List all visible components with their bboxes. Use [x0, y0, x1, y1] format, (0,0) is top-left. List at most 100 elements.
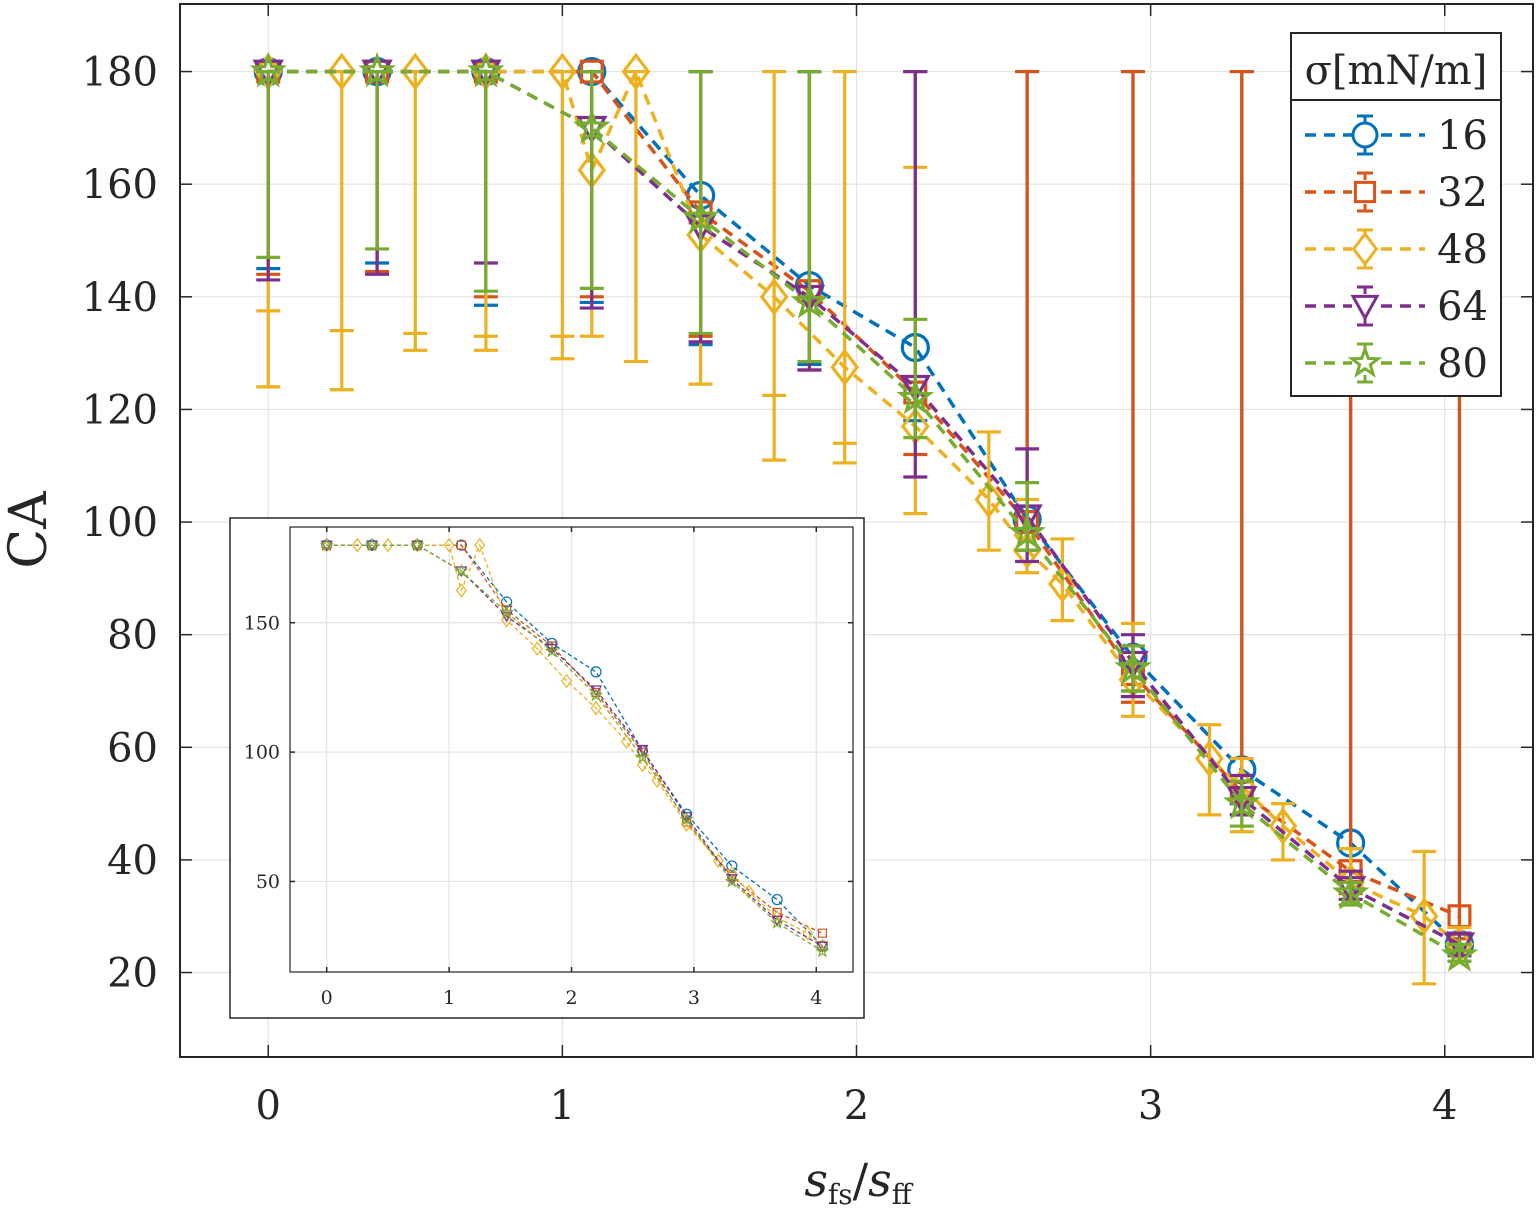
legend-entry-64: 64: [1305, 284, 1488, 330]
inset-chart: 0 1 2 3 4 50 100 150: [229, 517, 865, 1019]
main-point-48: [759, 277, 789, 316]
legend-label-16: 16: [1437, 113, 1488, 159]
inset-point-80: [544, 643, 560, 658]
main-y-tick-label: 120: [82, 387, 158, 433]
main-point-80: [1440, 935, 1479, 972]
inset-series-80: [319, 537, 830, 958]
main-x-tick-label: 4: [1432, 1083, 1457, 1129]
inset-point-80: [588, 687, 604, 702]
legend-label-80: 80: [1437, 341, 1488, 387]
main-point-48: [621, 52, 651, 91]
main-point-80: [467, 51, 505, 88]
inset-ticks: 0 1 2 3 4 50 100 150: [244, 527, 853, 1009]
x-label-slash: /: [853, 1153, 869, 1207]
main-y-tick-label: 100: [82, 500, 158, 546]
inset-x-tick-label: 2: [565, 987, 577, 1009]
inset-point-48: [726, 866, 738, 881]
inset-x-tick-label: 3: [688, 987, 700, 1009]
main-point-48: [548, 52, 577, 91]
legend-entry-80: 80: [1305, 341, 1488, 387]
legend: σ[mN/m] 16 32 48 64 80: [1290, 32, 1502, 397]
inset-frame: [229, 517, 865, 1019]
inset-point-48: [590, 700, 602, 716]
main-series: [249, 51, 1479, 986]
main-point-48: [1409, 897, 1439, 936]
inset-point-80: [410, 537, 425, 552]
inset-y-tick-label: 150: [244, 612, 280, 634]
legend-entry-16: 16: [1305, 113, 1488, 159]
main-point-48: [830, 348, 860, 387]
legend-label-64: 64: [1437, 284, 1488, 330]
inset-point-48: [816, 938, 828, 954]
inset-series-line-80: [326, 544, 823, 952]
inset-point-80: [635, 749, 650, 764]
inset-point-48: [802, 925, 814, 941]
main-x-tick-label: 1: [550, 1083, 575, 1129]
main-point-80: [358, 51, 396, 88]
legend-entries: 16 32 48 64 80: [1305, 113, 1488, 387]
inset-point-48: [531, 641, 543, 656]
x-label-sub1: fs: [828, 1178, 853, 1211]
main-point-80: [681, 198, 720, 234]
legend-marker-32: [1353, 180, 1377, 204]
main-y-tick-label: 20: [107, 951, 158, 997]
inset-point-80: [724, 873, 739, 888]
inset-series-line-48: [326, 543, 823, 947]
main-y-tick-label: 180: [82, 50, 158, 96]
legend-marker-bg-48: [1352, 237, 1378, 261]
x-label-s2: s: [868, 1153, 892, 1207]
inset-point-48: [382, 537, 394, 553]
main-point-80: [1008, 513, 1046, 550]
inset-x-tick-label: 0: [321, 987, 333, 1009]
legend-label-32: 32: [1437, 170, 1488, 216]
main-series-line-80: [268, 69, 1461, 958]
main-x-tick-label: 2: [844, 1083, 869, 1129]
main-x-tick-label: 3: [1138, 1083, 1163, 1129]
inset-point-32: [817, 928, 828, 938]
inset-point-80: [815, 943, 830, 958]
inset-point-48: [651, 773, 663, 788]
main-series-80: [249, 51, 1479, 972]
inset-grid: [290, 527, 853, 972]
inset-point-48: [561, 673, 573, 689]
main-y-tick-label: 160: [82, 162, 158, 208]
main-y-tick-label: 40: [107, 838, 158, 884]
main-point-80: [896, 378, 935, 415]
inset-point-64: [636, 744, 649, 756]
legend-marker-bg-64: [1352, 294, 1378, 318]
legend-marker-64: [1350, 294, 1380, 322]
inset-point-80: [769, 915, 785, 929]
y-axis-label: CA: [0, 490, 59, 569]
main-point-80: [790, 282, 829, 319]
inset-point-80: [499, 604, 514, 619]
inset-point-48: [501, 612, 513, 628]
main-y-tick-label: 60: [107, 725, 158, 771]
inset-series: [319, 537, 830, 958]
inset-point-80: [364, 537, 380, 552]
inset-point-80: [454, 563, 469, 578]
legend-box: [1290, 32, 1502, 397]
main-x-tick-label: 0: [256, 1083, 281, 1129]
inset-y-tick-label: 100: [244, 742, 280, 764]
main-point-32: [579, 59, 604, 84]
inset-series-line-64: [326, 544, 823, 947]
inset-point-80: [679, 811, 694, 826]
legend-marker-48: [1351, 231, 1379, 267]
inset-point-48: [771, 910, 783, 925]
inset-point-80: [319, 537, 334, 552]
main-point-80: [573, 108, 611, 144]
inset-x-tick-label: 4: [810, 987, 822, 1009]
inset-point-32: [456, 540, 466, 550]
main-point-48: [327, 52, 357, 91]
main-point-80: [1331, 874, 1370, 910]
inset-series-line-16: [326, 544, 823, 947]
inset-x-tick-label: 1: [443, 987, 455, 1009]
main-point-48: [1268, 807, 1298, 846]
inset-point-16: [590, 666, 602, 678]
inset-point-48: [636, 757, 648, 773]
main-point-80: [1114, 648, 1152, 685]
legend-title: σ[mN/m]: [1305, 48, 1488, 94]
inset-point-16: [726, 860, 738, 872]
